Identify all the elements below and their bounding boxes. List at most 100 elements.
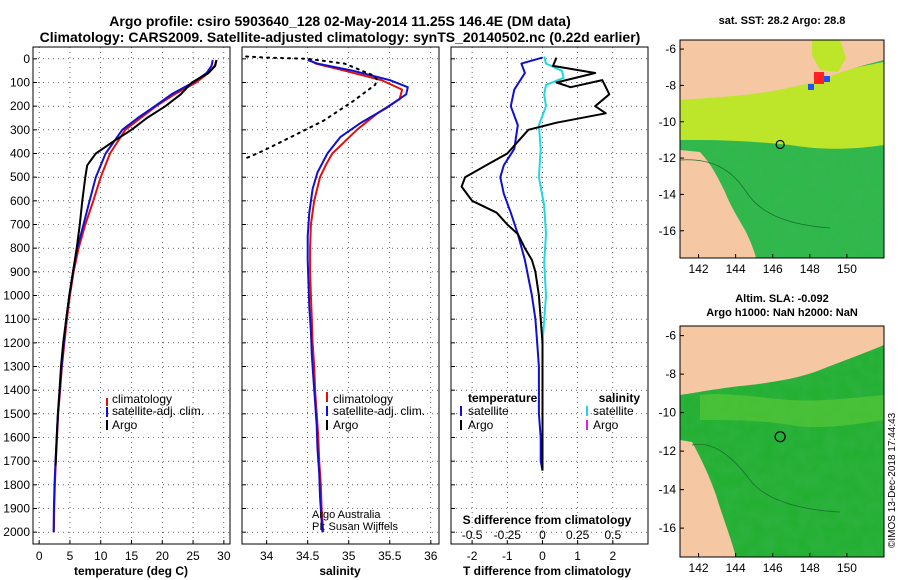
series-satellite-adj-clim--line <box>306 59 409 533</box>
temperature-grid <box>33 47 230 544</box>
ytick-label: 600 <box>10 194 30 208</box>
temperature-x-axis: 0 5 10 15 20 25 30 <box>36 549 231 563</box>
ytick-label: 300 <box>10 123 30 137</box>
sla-band <box>700 394 884 428</box>
sst-map-frame <box>679 39 885 259</box>
xtick-label: 35.5 <box>378 549 402 563</box>
xtick-label: 36 <box>424 549 438 563</box>
sst-map: sat. SST: 28.2 Argo: 28.8 142 144 146 148 15… <box>659 15 885 276</box>
sla-map-title-line1: Altim. SLA: -0.092 <box>735 293 829 305</box>
xtick-label: -2 <box>467 549 478 563</box>
xtick-label: 2 <box>609 549 616 563</box>
series-argo-line <box>245 55 379 160</box>
lat-tick-label: -8 <box>665 78 676 92</box>
sla-map-field <box>680 326 884 557</box>
sst-map-field <box>680 40 884 258</box>
salinity-panel: 34 34.5 35 35.5 36 salinity climatology sate… <box>241 46 440 578</box>
difference-legend: temperature satellite Argo salinity sate… <box>460 391 640 432</box>
ytick-label: 700 <box>10 218 30 232</box>
sst-map-lon-axis: 142 144 146 148 150 <box>689 254 857 276</box>
lon-tick-label: 144 <box>726 262 746 276</box>
hot-pixel <box>814 72 824 84</box>
lat-tick-label: -16 <box>659 521 677 535</box>
lon-tick-label: 146 <box>763 262 783 276</box>
xtick-label: 1 <box>574 549 581 563</box>
legend-s-argo-label: Argo <box>593 418 619 432</box>
lon-tick-label: 148 <box>800 262 820 276</box>
lat-tick-label: -8 <box>665 367 676 381</box>
shelf-water <box>680 62 884 149</box>
temperature-xlabel: temperature (deg C) <box>74 564 188 578</box>
bathymetry-contour <box>691 443 841 513</box>
lat-tick-label: -14 <box>659 483 677 497</box>
cold-pixel <box>808 84 814 90</box>
s-xtick-label: 0.5 <box>604 528 621 542</box>
legend-argo-label: Argo <box>333 418 359 432</box>
s-xtick-label: -0.5 <box>462 528 483 542</box>
salinity-difference-x-axis: -0.5 -0.25 0 0.25 0.5 <box>462 528 622 542</box>
lon-tick-label: 150 <box>837 262 857 276</box>
salinity-axes-frame <box>241 46 440 545</box>
xtick-label: 0 <box>539 549 546 563</box>
warm-patch <box>812 40 846 72</box>
s-xtick-label: 0.25 <box>566 528 590 542</box>
difference-x-axis: -2 -1 0 1 2 <box>467 549 617 563</box>
figure-title-line2: Climatology: CARS2009. Satellite-adjuste… <box>40 29 641 45</box>
legend-climatology-label: climatology <box>333 392 393 406</box>
argo-position-marker <box>775 139 785 150</box>
xtick-label: 30 <box>217 549 231 563</box>
difference-panel: -2 -1 0 1 2 -0.5 -0.25 0 0.25 0.5 T difference f… <box>450 46 649 578</box>
sla-map-title-line2: Argo h1000: NaN h2000: NaN <box>706 307 858 319</box>
xtick-label: 10 <box>94 549 108 563</box>
series-argo-line <box>54 59 218 466</box>
ytick-label: 2000 <box>3 525 30 539</box>
salinity-profiles <box>245 55 409 533</box>
ytick-label: 400 <box>10 147 30 161</box>
figure-title-line1: Argo profile: csiro 5903640_128 02-May-2… <box>109 13 570 29</box>
credit-line2: PI: Susan Wijffels <box>312 521 398 533</box>
legend-climatology-label: climatology <box>112 392 172 406</box>
temperature-legend: climatology satellite-adj. clim. Argo <box>106 392 204 432</box>
ytick-label: 1300 <box>3 360 30 374</box>
ytick-label: 1200 <box>3 336 30 350</box>
sla-map-frame <box>679 325 885 558</box>
temperature-panel: 0100200300400500600700800900100011001200… <box>3 46 231 578</box>
difference-xlabel: T difference from climatology <box>463 564 631 578</box>
argo-position-marker <box>774 431 786 443</box>
xtick-label: -1 <box>502 549 513 563</box>
ytick-label: 1600 <box>3 431 30 445</box>
ytick-label: 1400 <box>3 383 30 397</box>
ytick-label: 0 <box>23 52 30 66</box>
xtick-label: 15 <box>125 549 139 563</box>
xtick-label: 25 <box>186 549 200 563</box>
lat-tick-label: -16 <box>659 224 677 238</box>
ytick-label: 900 <box>10 265 30 279</box>
sst-map-lat-axis: -6 -8 -10 -12 -14 -16 <box>659 42 684 238</box>
ytick-label: 800 <box>10 241 30 255</box>
sla-map: Altim. SLA: -0.092 Argo h1000: NaN h2000… <box>659 293 885 575</box>
lon-tick-label: 150 <box>837 561 857 575</box>
australia-land <box>680 150 756 258</box>
lat-tick-label: -6 <box>665 42 676 56</box>
difference-xlabel-top: S difference from climatology <box>463 513 632 527</box>
lat-tick-label: -12 <box>659 151 677 165</box>
xtick-label: 35 <box>342 549 356 563</box>
sla-map-lon-axis: 142 144 146 148 150 <box>689 553 857 575</box>
salinity-legend: climatology satellite-adj. clim. Argo <box>326 392 425 432</box>
legend-t-satellite-label: satellite <box>468 404 509 418</box>
lon-tick-label: 144 <box>726 561 746 575</box>
bathymetry-contour <box>680 159 831 229</box>
xtick-label: 0 <box>36 549 43 563</box>
timestamp: ©IMOS 13-Dec-2018 17:44:43 <box>887 412 898 548</box>
sst-map-title: sat. SST: 28.2 Argo: 28.8 <box>719 15 846 27</box>
lat-tick-label: -10 <box>659 406 677 420</box>
ytick-label: 200 <box>10 99 30 113</box>
ytick-label: 1900 <box>3 502 30 516</box>
s-xtick-label: 0 <box>539 528 546 542</box>
lat-tick-label: -14 <box>659 187 677 201</box>
ytick-label: 500 <box>10 170 30 184</box>
ytick-label: 1700 <box>3 454 30 468</box>
legend-temperature-title: temperature <box>468 391 538 405</box>
xtick-label: 34.5 <box>296 549 320 563</box>
